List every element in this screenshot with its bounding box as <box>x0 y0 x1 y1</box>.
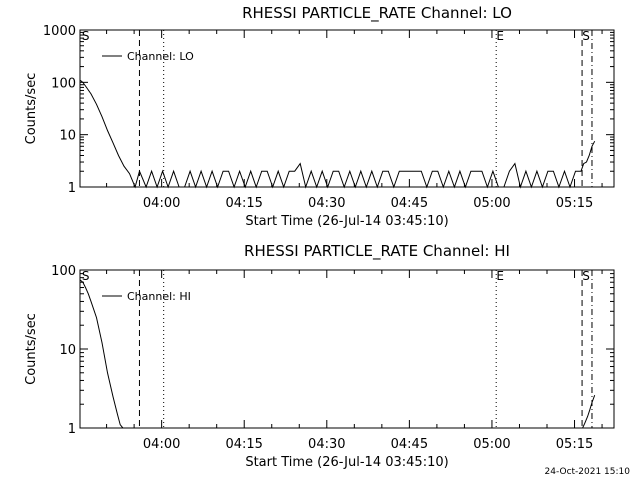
series-line <box>582 395 596 429</box>
x-axis-label: Start Time (26-Jul-14 03:45:10) <box>245 455 448 470</box>
chart-title: RHESSI PARTICLE_RATE Channel: LO <box>242 4 512 23</box>
series-line <box>79 279 124 429</box>
y-axis-label: Counts/sec <box>24 73 39 145</box>
x-axis-label: Start Time (26-Jul-14 03:45:10) <box>245 214 448 229</box>
legend-label: Channel: LO <box>127 50 194 63</box>
x-tick-label: 05:15 <box>556 196 593 211</box>
x-tick-label: 04:45 <box>391 196 428 211</box>
x-tick-label: 04:00 <box>143 196 180 211</box>
event-marker-label: S <box>582 29 590 43</box>
x-tick-label: 05:00 <box>473 196 510 211</box>
x-tick-label: 04:30 <box>308 196 345 211</box>
y-tick-label: 100 <box>51 76 76 91</box>
y-tick-label: 1000 <box>43 24 76 39</box>
event-marker-label: S <box>82 29 90 43</box>
x-tick-label: 04:15 <box>225 437 262 452</box>
chart-title: RHESSI PARTICLE_RATE Channel: HI <box>244 242 510 261</box>
y-tick-label: 100 <box>51 264 76 279</box>
y-tick-label: 10 <box>59 343 76 358</box>
event-marker-label: E <box>496 269 504 283</box>
legend-label: Channel: HI <box>127 290 191 303</box>
x-tick-label: 05:15 <box>556 437 593 452</box>
lo-channel-panel: RHESSI PARTICLE_RATE Channel: LO Start Ti… <box>24 4 615 229</box>
event-marker-label: S <box>582 269 590 283</box>
x-tick-label: 04:00 <box>143 437 180 452</box>
footer-timestamp: 24-Oct-2021 15:10 <box>545 467 631 477</box>
plot-frame <box>79 29 615 188</box>
event-marker-label: S <box>82 269 90 283</box>
event-marker-label: E <box>496 29 504 43</box>
y-axis-label: Counts/sec <box>24 313 39 385</box>
hi-channel-panel: RHESSI PARTICLE_RATE Channel: HI Start Ti… <box>24 242 615 470</box>
y-tick-label: 1 <box>68 422 76 437</box>
x-tick-label: 05:00 <box>473 437 510 452</box>
y-tick-label: 10 <box>59 129 76 144</box>
series-line <box>79 79 596 189</box>
x-tick-label: 04:30 <box>308 437 345 452</box>
y-tick-label: 1 <box>68 181 76 196</box>
x-tick-label: 04:45 <box>391 437 428 452</box>
x-tick-label: 04:15 <box>225 196 262 211</box>
